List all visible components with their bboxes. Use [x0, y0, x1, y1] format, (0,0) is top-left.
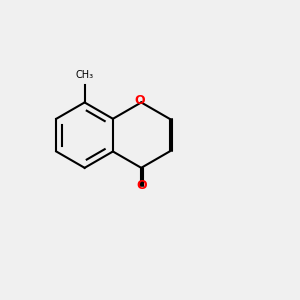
Text: O: O	[134, 94, 145, 107]
Text: CH₃: CH₃	[76, 70, 94, 80]
Text: O: O	[136, 179, 147, 192]
